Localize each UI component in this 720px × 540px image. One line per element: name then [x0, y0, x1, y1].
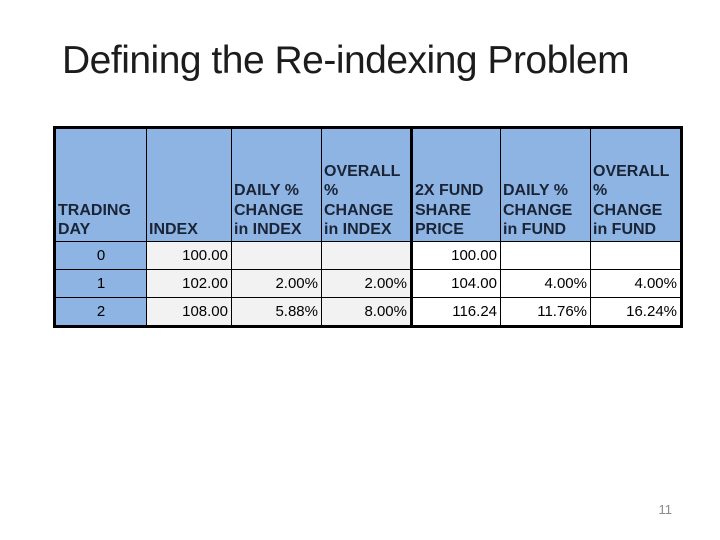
page-number: 11 — [658, 502, 673, 517]
header-overall-change-index: OVERALL % CHANGE in INDEX — [321, 127, 412, 242]
cell-daily-change-fund — [500, 241, 591, 270]
cell-trading-day: 1 — [54, 269, 147, 298]
cell-index: 102.00 — [146, 269, 232, 298]
cell-index: 108.00 — [146, 297, 232, 327]
cell-overall-change-fund — [590, 241, 682, 270]
table-row-day-1: 1 102.00 2.00% 2.00% 104.00 4.00% 4.00% — [54, 269, 682, 298]
cell-overall-change-index — [321, 241, 412, 270]
cell-trading-day: 0 — [54, 241, 147, 270]
cell-daily-change-fund: 4.00% — [500, 269, 591, 298]
header-fund-share-price: 2X FUND SHARE PRICE — [410, 127, 501, 242]
cell-fund-share-price: 100.00 — [410, 241, 501, 270]
header-trading-day: TRADING DAY — [54, 127, 147, 242]
cell-trading-day: 2 — [54, 297, 147, 327]
reindexing-table: TRADING DAY INDEX DAILY % CHANGE in INDE… — [53, 126, 683, 328]
header-index: INDEX — [146, 127, 232, 242]
cell-fund-share-price: 104.00 — [410, 269, 501, 298]
page-title: Defining the Re-indexing Problem — [62, 39, 630, 82]
header-row: TRADING DAY INDEX DAILY % CHANGE in INDE… — [54, 127, 682, 242]
reindexing-table-container: TRADING DAY INDEX DAILY % CHANGE in INDE… — [53, 126, 683, 328]
cell-daily-change-index: 2.00% — [231, 269, 322, 298]
cell-overall-change-index: 8.00% — [321, 297, 412, 327]
header-overall-change-fund: OVERALL % CHANGE in FUND — [590, 127, 682, 242]
cell-daily-change-fund: 11.76% — [500, 297, 591, 327]
cell-fund-share-price: 116.24 — [410, 297, 501, 327]
table-row-day-0: 0 100.00 100.00 — [54, 241, 682, 270]
header-daily-change-index: DAILY % CHANGE in INDEX — [231, 127, 322, 242]
table-row-day-2: 2 108.00 5.88% 8.00% 116.24 11.76% 16.24… — [54, 297, 682, 327]
cell-overall-change-fund: 4.00% — [590, 269, 682, 298]
cell-daily-change-index: 5.88% — [231, 297, 322, 327]
header-daily-change-fund: DAILY % CHANGE in FUND — [500, 127, 591, 242]
cell-index: 100.00 — [146, 241, 232, 270]
cell-overall-change-fund: 16.24% — [590, 297, 682, 327]
cell-daily-change-index — [231, 241, 322, 270]
cell-overall-change-index: 2.00% — [321, 269, 412, 298]
